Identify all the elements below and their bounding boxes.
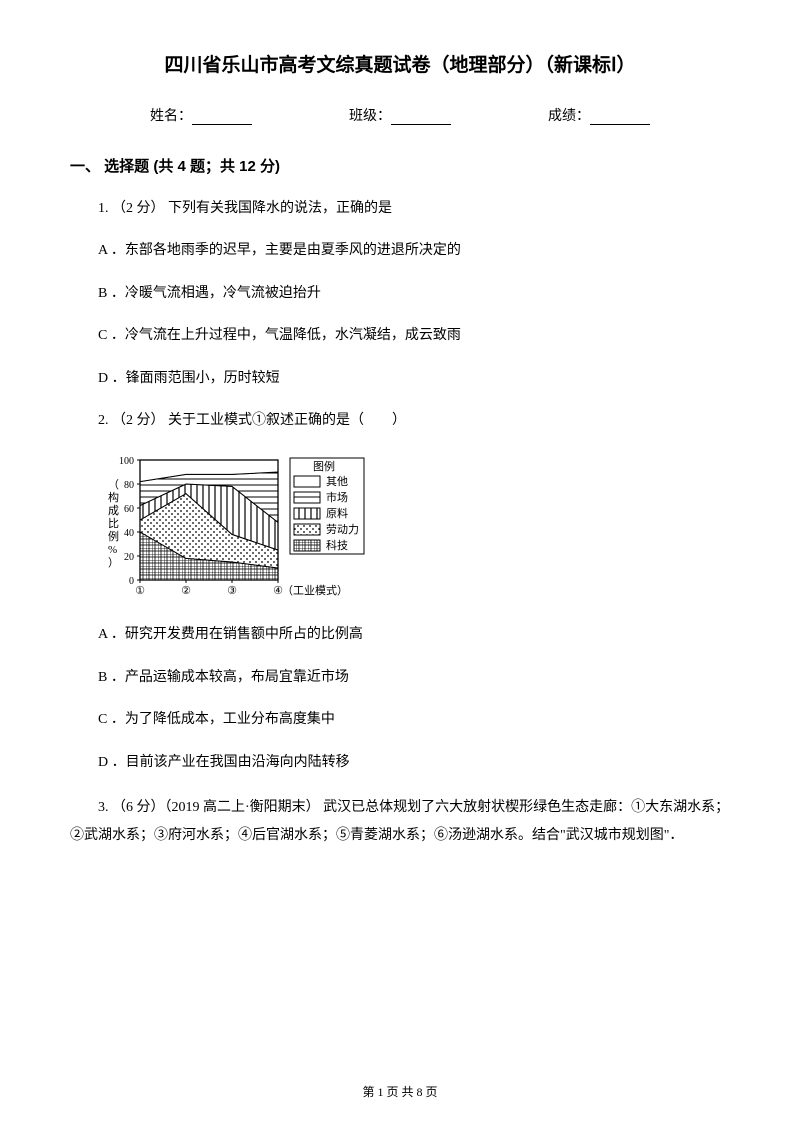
q2-option-a: A ．研究开发费用在销售额中所占的比例高 — [98, 624, 730, 646]
q1-option-a: A ．东部各地雨季的迟早，主要是由夏季风的进退所决定的 — [98, 240, 730, 262]
q3-paragraph: 3. （6 分）（2019 高二上·衡阳期末） 武汉已总体规划了六大放射状楔形绿… — [70, 794, 730, 850]
exam-title: 四川省乐山市高考文综真题试卷（地理部分）（新课标Ⅰ） — [70, 50, 730, 77]
svg-text:0: 0 — [129, 576, 134, 587]
svg-text:80: 80 — [124, 480, 134, 491]
q1-stem: 1. （2 分） 下列有关我国降水的说法，正确的是 — [98, 198, 730, 220]
svg-text:原料: 原料 — [326, 506, 348, 520]
svg-text:市场: 市场 — [326, 490, 348, 504]
svg-text:①: ① — [135, 585, 145, 597]
svg-text:例: 例 — [108, 529, 119, 543]
student-info-row: 姓名： 班级： 成绩： — [70, 105, 730, 125]
q1-option-c: C ．冷气流在上升过程中，气温降低，水汽凝结，成云致雨 — [98, 325, 730, 347]
svg-text:图例: 图例 — [313, 459, 335, 473]
q1-option-d: D ．锋面雨范围小，历时较短 — [98, 368, 730, 390]
svg-text:比: 比 — [108, 517, 119, 530]
svg-text:60: 60 — [124, 504, 134, 515]
class-blank — [391, 109, 451, 125]
svg-text:③: ③ — [227, 585, 237, 597]
section-heading: 一、 选择题 (共 4 题；共 12 分) — [70, 155, 730, 176]
svg-text:②: ② — [181, 585, 191, 597]
svg-text:其他: 其他 — [326, 475, 348, 488]
svg-text:%: % — [108, 544, 117, 556]
svg-text:）: ） — [108, 556, 119, 569]
svg-text:科技: 科技 — [326, 538, 348, 552]
svg-text:（: （ — [108, 478, 119, 491]
svg-text:40: 40 — [124, 528, 134, 539]
q2-option-c: C ．为了降低成本，工业分布高度集中 — [98, 709, 730, 731]
q2-stem: 2. （2 分） 关于工业模式①叙述正确的是（ ） — [98, 410, 730, 432]
q2-option-d: D ．目前该产业在我国由沿海向内陆转移 — [98, 752, 730, 774]
q1-option-b: B ．冷暖气流相遇，冷气流被迫抬升 — [98, 283, 730, 305]
score-label: 成绩： — [548, 105, 590, 125]
class-label: 班级： — [349, 105, 391, 125]
svg-text:20: 20 — [124, 552, 134, 563]
svg-text:（工业模式）: （工业模式） — [282, 584, 348, 597]
name-label: 姓名： — [150, 105, 192, 125]
svg-text:构: 构 — [108, 490, 119, 504]
name-blank — [192, 109, 252, 125]
page-footer: 第 1 页 共 8 页 — [0, 1083, 800, 1100]
q2-chart: 020406080100①②③④（构成比例%）（工业模式）图例其他市场原料劳动力… — [98, 452, 730, 602]
score-blank — [590, 109, 650, 125]
svg-text:成: 成 — [108, 504, 119, 517]
q2-option-b: B ．产品运输成本较高，布局宜靠近市场 — [98, 667, 730, 689]
svg-text:劳动力: 劳动力 — [326, 523, 359, 536]
svg-text:100: 100 — [119, 456, 134, 467]
